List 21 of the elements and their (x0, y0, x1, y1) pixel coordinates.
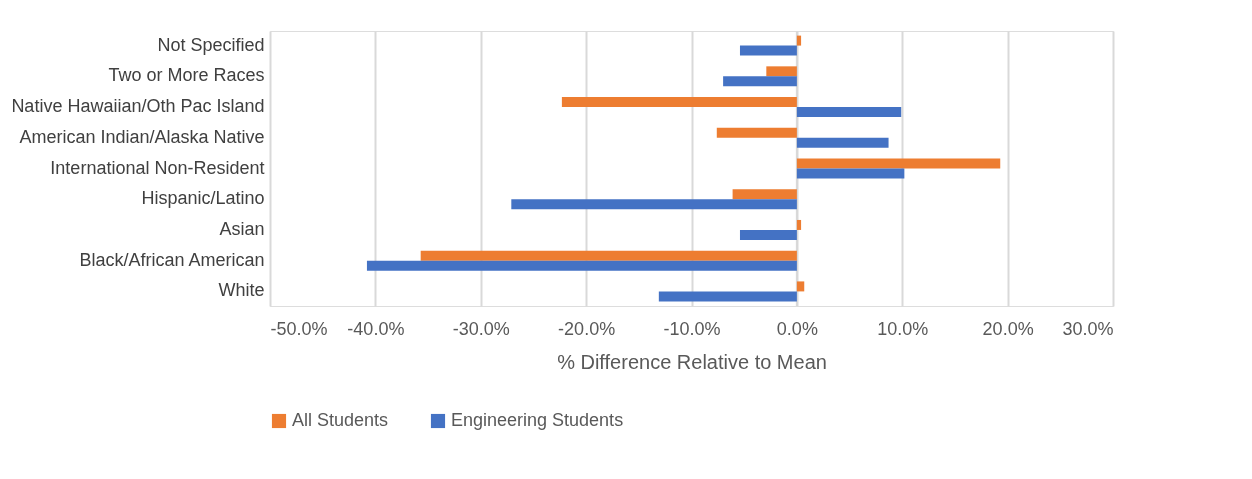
y-tick-label: Not Specified (157, 34, 265, 55)
y-tick-label: International Non-Resident (50, 157, 265, 178)
y-tick-label: White (218, 280, 265, 301)
x-tick-label: -30.0% (452, 318, 510, 339)
x-tick-label: -20.0% (558, 318, 616, 339)
x-tick-label: -10.0% (663, 318, 721, 339)
x-tick-label: 20.0% (982, 318, 1034, 339)
y-tick-label: American Indian/Alaska Native (19, 126, 265, 147)
y-tick-label: Native Hawaiian/Oth Pac Island (11, 96, 265, 117)
y-tick-label: Two or More Races (108, 65, 265, 86)
x-axis-title: % Difference Relative to Mean (557, 350, 827, 373)
x-tick-label: 0.0% (776, 318, 818, 339)
y-tick-label: Hispanic/Latino (141, 188, 265, 209)
x-tick-label: 30.0% (1062, 318, 1114, 339)
y-tick-label: Asian (219, 218, 265, 239)
legend-label: Engineering Students (451, 410, 624, 430)
y-tick-label: Black/African American (79, 249, 265, 270)
legend-label: All Students (292, 410, 389, 430)
x-tick-label: -50.0% (270, 318, 328, 339)
x-tick-label: -40.0% (347, 318, 405, 339)
x-tick-label: 10.0% (877, 318, 929, 339)
